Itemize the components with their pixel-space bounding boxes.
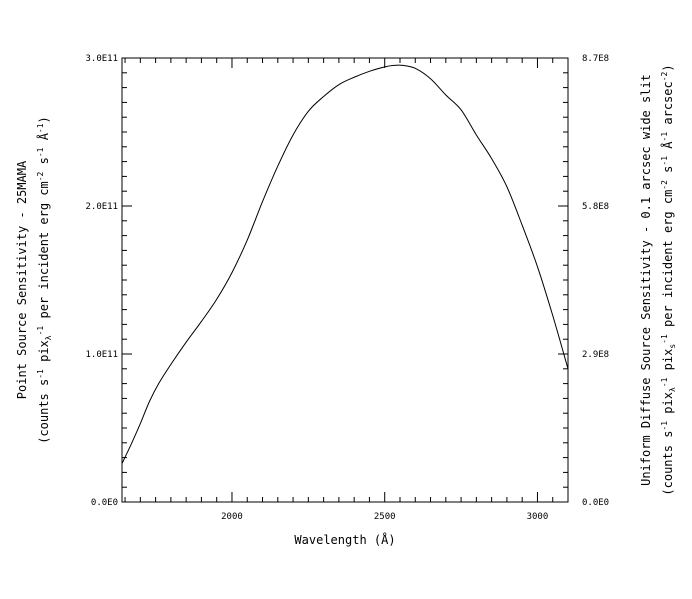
x-tick-label: 2500 — [374, 512, 396, 522]
y-left-tick-label: 3.0E11 — [85, 54, 118, 64]
ticks-layer — [122, 57, 569, 503]
y-axis-right-label: Uniform Diffuse Source Sensitivity - 0.1… — [639, 74, 653, 486]
y-right-tick-label: 2.9E8 — [582, 350, 609, 360]
y-left-tick-label: 1.0E11 — [85, 350, 118, 360]
y-right-tick-label: 0.0E0 — [582, 498, 609, 508]
x-tick-label: 3000 — [527, 512, 549, 522]
y-axis-right-units: (counts s-1 pixλ-1 pixs-1 per incident e… — [660, 64, 677, 495]
y-axis-left-label: Point Source Sensitivity - 25MAMA — [15, 160, 29, 399]
y-axis-left-units: (counts s-1 pixλ-1 per incident erg cm-2… — [36, 116, 53, 444]
tick-labels-layer: 2000 2500 3000 0.0E0 1.0E11 2.0E11 3.0E11 0.0E0… — [85, 54, 609, 522]
y-left-tick-label: 0.0E0 — [91, 498, 118, 508]
x-tick-label: 2000 — [221, 512, 243, 522]
y-right-tick-label: 8.7E8 — [582, 54, 609, 64]
series-line — [121, 64, 569, 464]
x-axis-label: Wavelength (Å) — [294, 532, 395, 547]
y-left-tick-label: 2.0E11 — [85, 202, 118, 212]
y-right-tick-label: 5.8E8 — [582, 202, 609, 212]
plot-frame — [121, 57, 569, 503]
